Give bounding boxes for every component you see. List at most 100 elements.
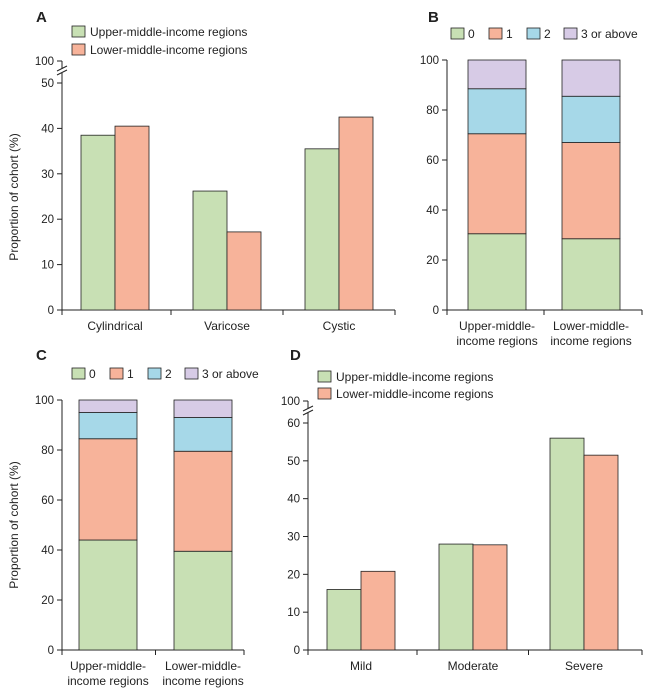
- legend-swatch: [184, 367, 199, 380]
- y-tick-label: 30: [287, 532, 300, 544]
- y-tick-label: 20: [287, 569, 300, 581]
- panel-label: B: [428, 9, 439, 26]
- bar-segment: [78, 412, 138, 440]
- bar-segment: [561, 95, 621, 143]
- legend-swatch: [526, 27, 541, 40]
- y-axis-title: Proportion of cohort (%): [7, 461, 21, 588]
- bar-segment: [173, 417, 233, 452]
- y-tick-label: 20: [41, 214, 54, 226]
- bar: [438, 543, 474, 651]
- y-tick-label: 100: [35, 395, 54, 407]
- y-tick-label: 40: [41, 123, 54, 135]
- y-tick-label: 100: [420, 55, 439, 67]
- axis-break-mark: [56, 65, 68, 72]
- y-tick-label: 10: [41, 260, 54, 272]
- y-tick-label: 0: [433, 305, 439, 317]
- legend-label: Upper-middle-income regions: [90, 25, 247, 39]
- legend-label: 3 or above: [202, 367, 259, 381]
- x-tick-label: Mild: [350, 659, 372, 673]
- y-tick-label-break: 100: [281, 396, 300, 408]
- y-tick-label: 60: [41, 495, 54, 507]
- legend-swatch: [109, 367, 124, 380]
- x-tick-label: Moderate: [448, 659, 499, 673]
- bar: [583, 454, 619, 651]
- y-tick-label: 0: [48, 305, 54, 317]
- bar: [472, 544, 508, 651]
- legend-label: 2: [544, 27, 551, 41]
- axis-break-mark: [56, 69, 68, 76]
- legend-label: 1: [506, 27, 513, 41]
- bar-segment: [78, 438, 138, 541]
- bar: [338, 116, 374, 311]
- bar-segment: [561, 142, 621, 240]
- bar: [360, 570, 396, 651]
- y-tick-label-break: 100: [35, 56, 54, 68]
- bar-segment: [78, 539, 138, 651]
- x-tick-label: Varicose: [204, 319, 250, 333]
- panel-label: A: [36, 9, 47, 26]
- bar: [114, 125, 150, 311]
- legend-label: 3 or above: [581, 27, 638, 41]
- x-tick-label: Severe: [565, 659, 603, 673]
- y-tick-label: 50: [41, 78, 54, 90]
- axis-break-mark: [302, 409, 314, 416]
- legend-swatch: [147, 367, 162, 380]
- bar-segment: [561, 59, 621, 97]
- bar-segment: [561, 238, 621, 311]
- chart-panel-B: B 0 1 2 3 or above 0 20 40 60 80 100 Upper-middle-i…: [420, 9, 643, 348]
- legend-label: 2: [165, 367, 172, 381]
- x-tick-label: Lower-middle-income regions: [162, 659, 243, 688]
- x-tick-label: Cystic: [323, 319, 356, 333]
- bar: [549, 437, 585, 651]
- axis-break-mark: [302, 405, 314, 412]
- y-tick-label: 10: [287, 607, 300, 619]
- legend-label: Upper-middle-income regions: [336, 370, 493, 384]
- legend-swatch: [71, 367, 86, 380]
- bar-segment: [173, 399, 233, 418]
- x-tick-label: Lower-middle-income regions: [550, 319, 631, 348]
- y-tick-label: 40: [426, 205, 439, 217]
- y-tick-label: 40: [41, 545, 54, 557]
- bar: [192, 190, 228, 311]
- chart-panel-A: A Upper-middle-income regions Lower-middle…: [7, 9, 396, 333]
- legend-label: Lower-middle-income regions: [90, 43, 247, 57]
- panel-label: C: [36, 347, 47, 364]
- legend-swatch: [563, 27, 578, 40]
- y-tick-label: 20: [41, 595, 54, 607]
- bar-segment: [467, 233, 527, 311]
- bar: [80, 134, 116, 311]
- bar-segment: [173, 550, 233, 651]
- y-tick-label: 60: [426, 155, 439, 167]
- legend-label: 1: [127, 367, 134, 381]
- y-tick-label: 30: [41, 169, 54, 181]
- legend-swatch: [317, 370, 332, 383]
- bar-segment: [173, 450, 233, 552]
- y-axis-title: Proportion of cohort (%): [7, 133, 21, 260]
- legend-swatch: [450, 27, 465, 40]
- legend-label: 0: [468, 27, 475, 41]
- x-tick-label: Cylindrical: [87, 319, 142, 333]
- bar: [326, 589, 362, 651]
- legend-swatch: [71, 25, 86, 38]
- y-tick-label: 80: [426, 105, 439, 117]
- bar-segment: [467, 88, 527, 135]
- legend-label: 0: [89, 367, 96, 381]
- legend-label: Lower-middle-income regions: [336, 387, 493, 401]
- y-tick-label: 40: [287, 494, 300, 506]
- bar-segment: [78, 399, 138, 413]
- x-tick-label: Upper-middle-income regions: [67, 659, 148, 688]
- chart-panel-D: D Upper-middle-income regions Lower-middle…: [281, 347, 643, 673]
- y-tick-label: 0: [294, 645, 300, 657]
- x-tick-label: Upper-middle-income regions: [456, 319, 537, 348]
- panel-label: D: [290, 347, 301, 364]
- bar: [226, 231, 262, 311]
- chart-panel-C: C 0 1 2 3 or above 0 20 40 60 80 100 Proportion of …: [7, 347, 259, 688]
- legend-swatch: [317, 387, 332, 400]
- y-tick-label: 60: [287, 418, 300, 430]
- y-tick-label: 20: [426, 255, 439, 267]
- y-tick-label: 0: [48, 645, 54, 657]
- y-tick-label: 50: [287, 456, 300, 468]
- legend-swatch: [71, 43, 86, 56]
- bar: [304, 148, 340, 311]
